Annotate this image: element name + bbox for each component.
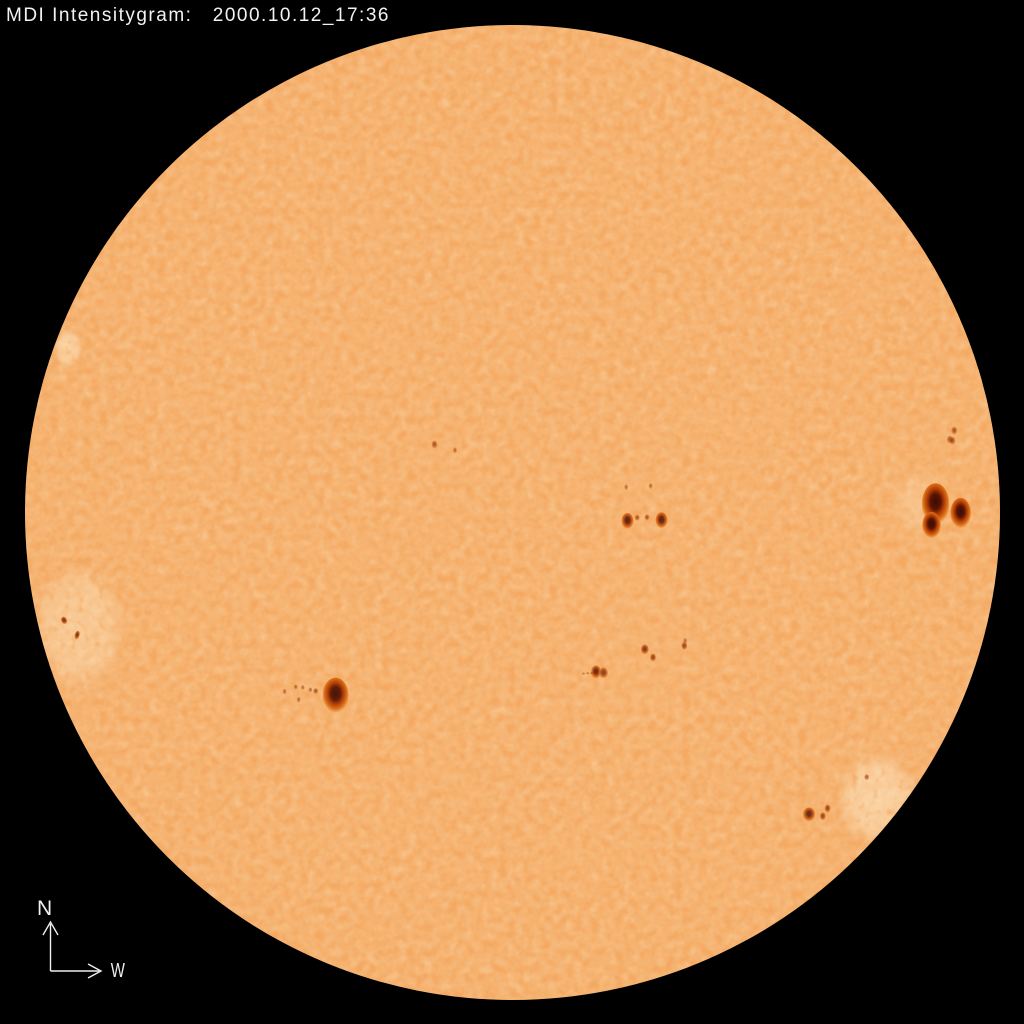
svg-text:W: W: [111, 959, 125, 982]
svg-text:N: N: [37, 897, 52, 920]
